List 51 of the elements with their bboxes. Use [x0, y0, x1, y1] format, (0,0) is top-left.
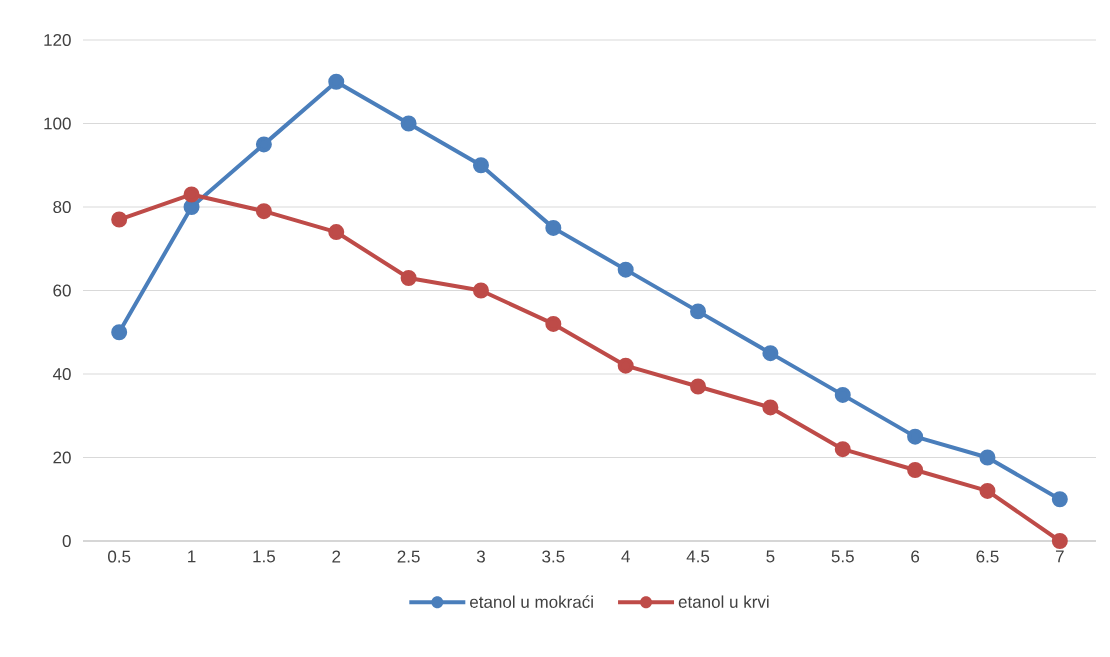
x-tick-label: 6.5 [976, 550, 999, 563]
point [328, 73, 345, 90]
point [255, 203, 272, 220]
point [328, 224, 345, 241]
point [183, 186, 200, 203]
x-tick-label: 1.5 [253, 550, 275, 563]
x-tick-label: 4.5 [686, 550, 710, 563]
point [690, 378, 707, 395]
point [834, 441, 851, 458]
y-tick-label: 60 [53, 284, 71, 297]
point [907, 462, 924, 479]
y-tick-label: 20 [53, 451, 71, 464]
point [617, 357, 634, 374]
point [255, 136, 272, 153]
point [545, 219, 562, 236]
x-tick-label: 3 [476, 550, 485, 563]
x-tick-label: 2.5 [397, 550, 420, 563]
point [979, 482, 996, 499]
x-tick-label: 7 [1055, 550, 1064, 563]
x-tick-label: 4 [621, 550, 630, 563]
y-tick-label: 100 [44, 117, 71, 130]
point [1051, 533, 1068, 549]
point [762, 399, 779, 416]
x-tick-label: 0.5 [108, 550, 131, 563]
point [400, 115, 417, 132]
point [690, 303, 707, 320]
point [472, 282, 489, 299]
y-tick-label: 0 [62, 534, 71, 548]
point [762, 345, 779, 362]
point [183, 199, 200, 215]
legend-label: etanol u krvi [678, 595, 769, 608]
y-tick-label: 40 [52, 367, 71, 381]
point [472, 157, 489, 174]
point [111, 211, 128, 228]
x-tick-label: 5.5 [831, 550, 854, 563]
y-tick-label: 120 [44, 33, 71, 47]
x-tick-label: 2 [332, 550, 341, 563]
point [617, 261, 634, 278]
point [979, 449, 996, 466]
x-tick-label: 1 [188, 550, 196, 563]
point [400, 269, 417, 286]
legend-label: etanol u mokraći [470, 595, 593, 608]
x-tick-label: 6 [911, 550, 920, 563]
point [111, 324, 128, 341]
point [545, 315, 562, 332]
point [907, 428, 924, 445]
x-tick-label: 3.5 [542, 550, 565, 563]
point [1051, 491, 1068, 508]
x-tick-label: 5 [766, 550, 775, 563]
point [834, 386, 851, 403]
y-tick-label: 80 [53, 200, 71, 214]
